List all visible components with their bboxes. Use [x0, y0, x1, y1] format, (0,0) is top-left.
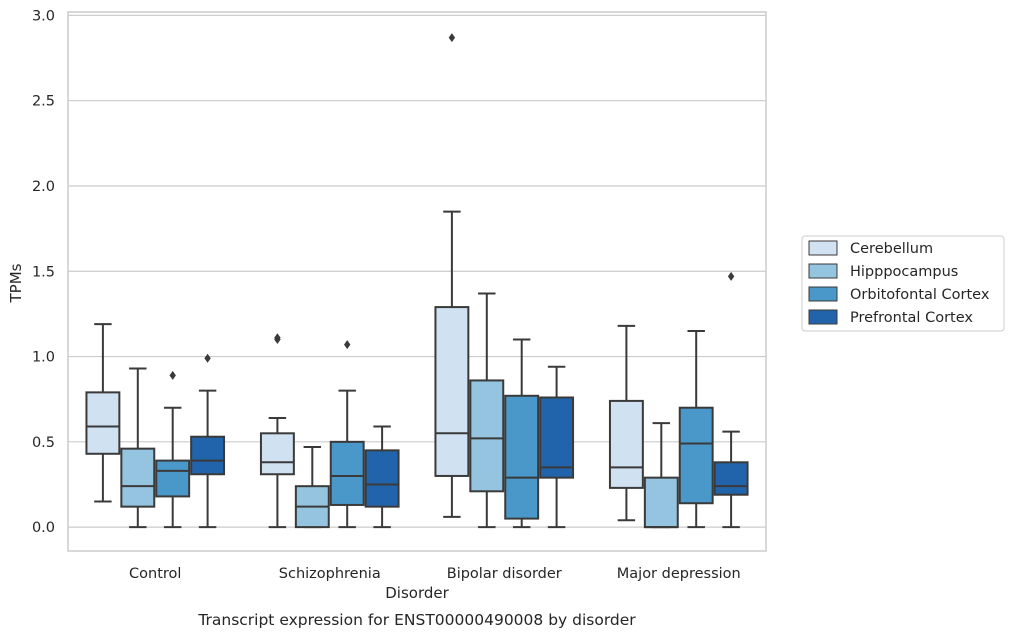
legend-label: Cerebellum: [850, 241, 933, 257]
legend-frame: [801, 235, 1005, 332]
outlier-point: [727, 271, 735, 281]
x-axis-label: Disorder: [385, 584, 449, 602]
y-axis-label: TPMs: [7, 263, 25, 303]
box-body: [259, 432, 295, 476]
box-body: [469, 379, 505, 493]
legend-swatch: [808, 240, 838, 256]
box-3-0: [190, 353, 226, 529]
box-body: [504, 394, 540, 520]
box-1-0: [120, 367, 156, 529]
box-body: [190, 435, 226, 476]
chart-title: Transcript expression for ENST0000049000…: [197, 611, 636, 629]
x-tick-label: Bipolar disorder: [447, 566, 562, 582]
plot-frame: [67, 11, 767, 552]
legend-swatch: [808, 286, 838, 302]
box-0-2: [434, 33, 470, 518]
box-1-3: [643, 422, 679, 529]
outlier-point: [344, 340, 351, 350]
box-2-3: [678, 329, 714, 529]
x-tick-label: Schizophrenia: [279, 566, 381, 582]
box-3-3: [713, 271, 749, 529]
box-3-1: [364, 425, 400, 529]
legend-label: Hipppocampus: [850, 264, 958, 280]
boxes: [85, 33, 749, 529]
box-body: [434, 306, 470, 477]
y-tick-label: 1.5: [32, 264, 55, 280]
box-0-1: [259, 333, 295, 529]
box-body: [120, 447, 156, 508]
legend-label: Prefrontal Cortex: [850, 310, 973, 326]
box-2-0: [155, 370, 191, 529]
outlier-point: [274, 333, 281, 343]
box-1-1: [294, 445, 330, 529]
legend-swatch: [808, 309, 838, 325]
box-body: [85, 391, 121, 455]
outlier-point: [448, 33, 456, 43]
box-0-0: [85, 323, 121, 503]
legend-label: Orbitofontal Cortex: [850, 287, 990, 303]
y-tick-label: 0.0: [32, 520, 55, 536]
box-body: [713, 461, 749, 496]
box-3-2: [539, 365, 575, 529]
box-body: [678, 406, 714, 505]
box-2-2: [504, 338, 540, 529]
y-tick-labels: 0.0 0.5 1.0 1.5 2.0 2.5 3.0: [32, 8, 55, 536]
x-tick-label: Control: [129, 566, 181, 582]
box-1-2: [469, 292, 505, 529]
box-body: [364, 449, 400, 508]
legend-swatch: [808, 263, 838, 279]
y-tick-label: 2.0: [32, 179, 55, 195]
y-tick-label: 3.0: [32, 8, 55, 24]
y-tick-label: 0.5: [32, 435, 55, 451]
box-2-1: [329, 340, 365, 529]
x-tick-labels: Control Schizophrenia Bipolar disorder Majo…: [129, 566, 741, 582]
box-body: [329, 440, 365, 506]
x-tick-label: Major depression: [617, 566, 741, 582]
box-body: [155, 459, 191, 498]
box-body: [608, 399, 644, 489]
box-body: [643, 476, 679, 529]
y-tick-label: 2.5: [32, 94, 55, 110]
legend: Cerebellum Hipppocampus Orbitofontal Corte…: [801, 235, 1005, 332]
box-0-3: [608, 324, 644, 522]
y-tick-label: 1.0: [32, 350, 55, 366]
outlier-point: [204, 353, 211, 363]
gridlines: [68, 14, 766, 528]
outlier-point: [169, 370, 176, 380]
box-body: [539, 396, 575, 479]
